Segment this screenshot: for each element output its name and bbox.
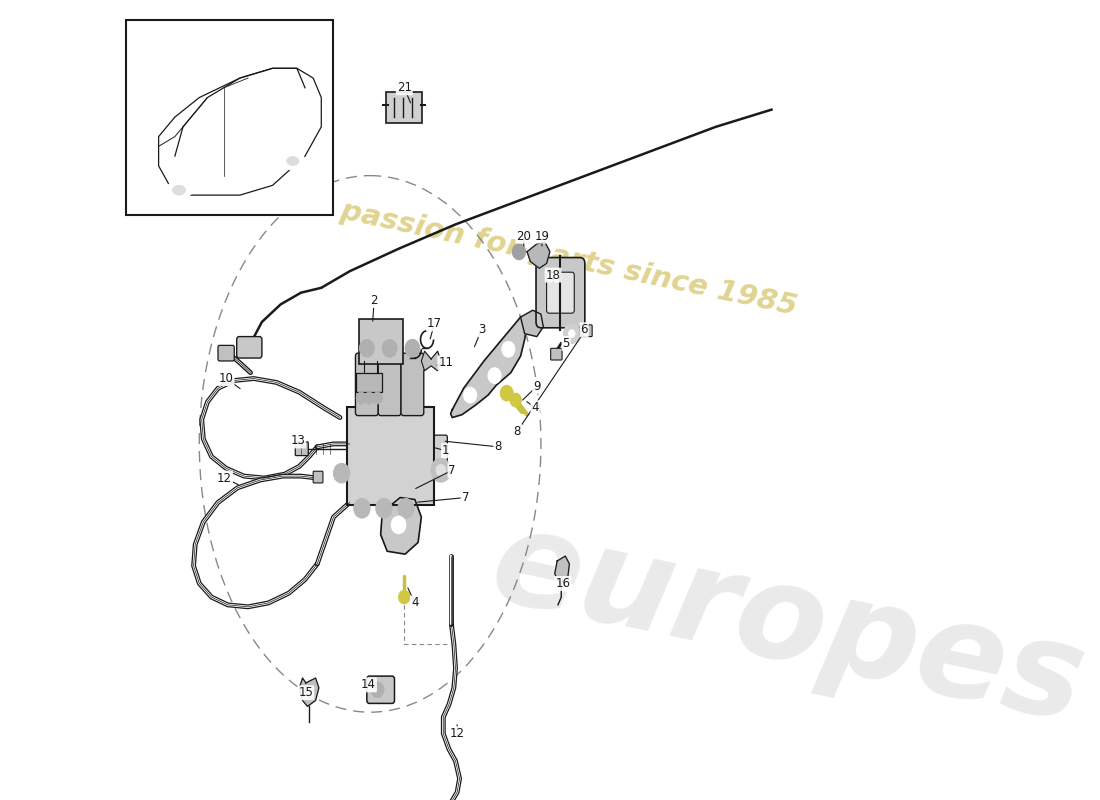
Circle shape: [354, 498, 370, 518]
FancyBboxPatch shape: [355, 353, 378, 416]
Text: 12: 12: [450, 727, 464, 740]
FancyBboxPatch shape: [366, 676, 395, 703]
Text: 18: 18: [546, 269, 561, 282]
Ellipse shape: [173, 186, 186, 195]
Text: 10: 10: [219, 372, 233, 385]
Circle shape: [356, 392, 366, 404]
Text: 20: 20: [516, 230, 531, 242]
FancyBboxPatch shape: [551, 348, 562, 360]
Circle shape: [431, 458, 451, 482]
Ellipse shape: [280, 152, 305, 170]
Polygon shape: [421, 351, 441, 370]
Text: 14: 14: [361, 678, 376, 691]
Ellipse shape: [287, 157, 299, 166]
Polygon shape: [527, 242, 550, 268]
Circle shape: [436, 464, 446, 476]
Text: 21: 21: [397, 82, 411, 94]
Text: 12: 12: [217, 471, 232, 485]
Circle shape: [376, 498, 392, 518]
Ellipse shape: [166, 182, 192, 199]
Circle shape: [510, 393, 521, 407]
Text: 8: 8: [494, 440, 502, 454]
Polygon shape: [554, 556, 570, 583]
Text: 13: 13: [290, 434, 305, 447]
FancyBboxPatch shape: [218, 346, 234, 361]
Circle shape: [569, 330, 575, 338]
Circle shape: [392, 516, 406, 534]
Circle shape: [371, 682, 384, 698]
Text: 4: 4: [411, 597, 419, 610]
Circle shape: [373, 392, 383, 404]
FancyBboxPatch shape: [580, 325, 592, 337]
Circle shape: [360, 339, 374, 357]
FancyBboxPatch shape: [348, 407, 433, 506]
Circle shape: [398, 498, 414, 518]
FancyBboxPatch shape: [236, 337, 262, 358]
Polygon shape: [520, 310, 543, 337]
Polygon shape: [299, 678, 319, 706]
FancyBboxPatch shape: [359, 319, 403, 364]
Circle shape: [463, 387, 476, 403]
Text: 11: 11: [438, 357, 453, 370]
Text: 15: 15: [298, 686, 314, 699]
Text: 3: 3: [477, 323, 485, 336]
Text: 5: 5: [562, 337, 570, 350]
Text: 8: 8: [514, 425, 521, 438]
FancyBboxPatch shape: [386, 92, 422, 123]
Text: europes: europes: [480, 499, 1094, 749]
Text: 9: 9: [534, 380, 540, 393]
Circle shape: [502, 342, 515, 357]
Polygon shape: [451, 317, 527, 418]
Circle shape: [500, 386, 514, 401]
Text: a passion for parts since 1985: a passion for parts since 1985: [309, 190, 800, 322]
Bar: [126, 19, 333, 214]
Text: 1: 1: [442, 444, 450, 458]
Text: 17: 17: [427, 318, 442, 330]
Text: 19: 19: [535, 230, 550, 242]
FancyBboxPatch shape: [402, 353, 424, 416]
FancyBboxPatch shape: [295, 442, 308, 456]
Circle shape: [513, 244, 526, 259]
Circle shape: [333, 463, 350, 483]
FancyBboxPatch shape: [547, 272, 574, 313]
Text: 16: 16: [556, 577, 571, 590]
FancyBboxPatch shape: [434, 435, 448, 462]
FancyBboxPatch shape: [378, 353, 402, 416]
Circle shape: [383, 339, 397, 357]
Circle shape: [488, 368, 502, 383]
Text: 6: 6: [581, 323, 587, 336]
FancyBboxPatch shape: [536, 258, 585, 328]
Polygon shape: [381, 498, 421, 554]
Text: 4: 4: [531, 402, 539, 414]
Circle shape: [563, 324, 580, 343]
FancyBboxPatch shape: [356, 373, 383, 392]
Text: 2: 2: [371, 294, 378, 307]
Circle shape: [364, 392, 374, 404]
Text: 7: 7: [449, 464, 456, 477]
Text: 7: 7: [462, 491, 469, 504]
FancyBboxPatch shape: [314, 471, 323, 483]
Circle shape: [405, 339, 420, 357]
Circle shape: [398, 590, 410, 604]
